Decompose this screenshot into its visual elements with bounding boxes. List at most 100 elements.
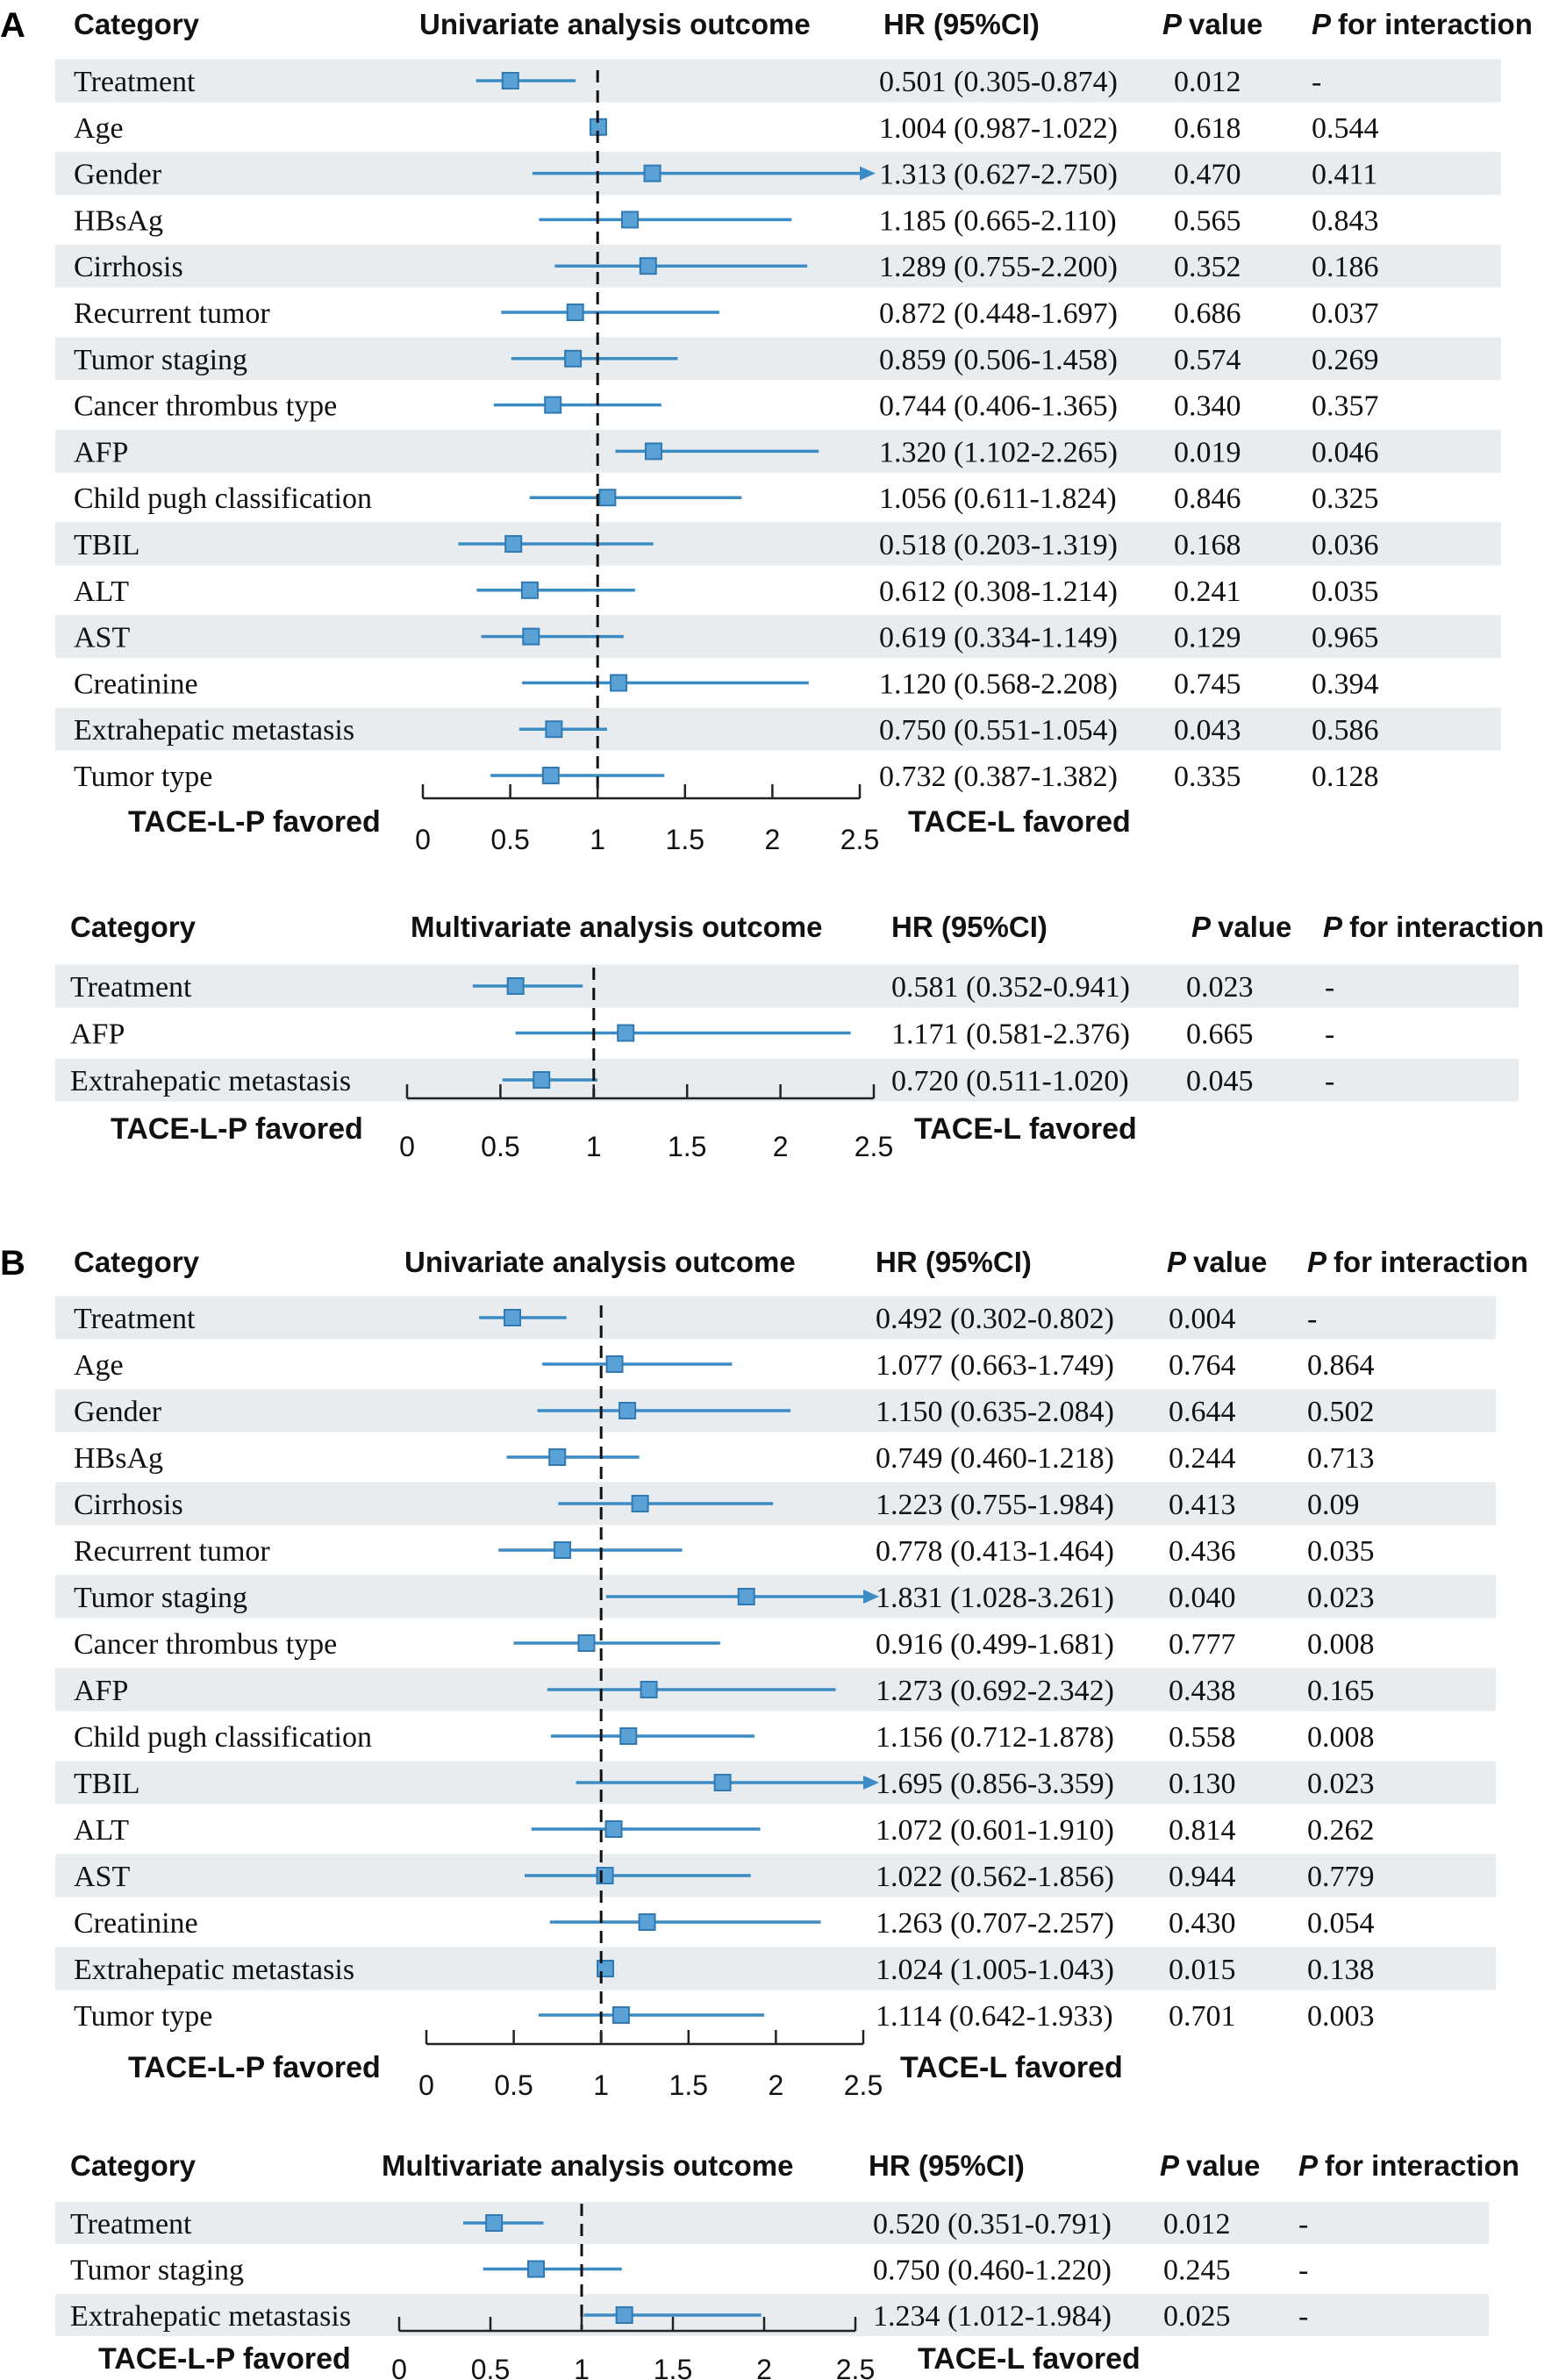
row-hr-ci: 1.234 (1.012-1.984): [873, 2300, 1112, 2333]
row-p-value: 0.245: [1163, 2255, 1231, 2287]
x-tick-label: 1.5: [654, 2354, 692, 2380]
header-category: Category: [70, 2149, 197, 2182]
table-row: Recurrent tumor 0.872 (0.448-1.697) 0.686 0…: [74, 297, 1379, 330]
row-p-value: 0.665: [1186, 1018, 1254, 1051]
hr-marker: [504, 535, 523, 553]
x-tick-label: 1.5: [666, 824, 704, 855]
table-row: Recurrent tumor 0.778 (0.413-1.464) 0.436 0…: [74, 1535, 1375, 1568]
table-row: ALT 1.072 (0.601-1.910) 0.814 0.262: [74, 1814, 1375, 1847]
table-row: Age 1.004 (0.987-1.022) 0.618 0.544: [74, 112, 1379, 145]
hr-marker: [596, 1867, 614, 1884]
hr-marker: [541, 767, 560, 784]
row-p-value: 0.019: [1174, 436, 1241, 468]
x-tick-label: 2.5: [840, 824, 879, 855]
row-p-interaction: -: [1325, 971, 1334, 1004]
row-hr-ci: 0.520 (0.351-0.791): [873, 2208, 1112, 2241]
row-stripe: [55, 1947, 1496, 1990]
row-p-interaction: 0.138: [1307, 1954, 1375, 1986]
row-hr-ci: 1.004 (0.987-1.022): [879, 112, 1118, 145]
row-hr-ci: 0.778 (0.413-1.464): [876, 1535, 1114, 1568]
p-value-word: value: [1218, 911, 1291, 943]
table-row: ALT 0.612 (0.308-1.214) 0.241 0.035: [74, 575, 1379, 608]
row-p-value: 0.686: [1174, 297, 1241, 330]
p-letter: P: [1307, 1246, 1327, 1278]
row-p-value: 0.043: [1174, 714, 1241, 747]
hr-marker: [504, 1309, 522, 1326]
hr-marker: [611, 2006, 630, 2024]
row-p-value: 0.944: [1169, 1861, 1236, 1893]
table-row: Tumor type 1.114 (0.642-1.933) 0.701 0.003: [74, 2000, 1375, 2033]
row-p-interaction: 0.779: [1307, 1861, 1375, 1893]
x-tick-label: 1: [586, 1131, 602, 1162]
x-axis: 0 0.5 1 1.5 2 2.5: [418, 2030, 883, 2101]
row-category: Creatinine: [74, 1907, 198, 1940]
x-tick-label: 2.5: [844, 2069, 883, 2101]
header-hr: HR (95%CI): [891, 911, 1048, 943]
header-category: Category: [70, 911, 197, 943]
row-hr-ci: 0.518 (0.203-1.319): [879, 529, 1118, 561]
row-category: Recurrent tumor: [74, 297, 270, 330]
row-hr-ci: 1.831 (1.028-3.261): [876, 1582, 1114, 1614]
hr-marker: [644, 442, 662, 461]
table-row: Tumor staging 0.750 (0.460-1.220) 0.245 -: [70, 2255, 1308, 2287]
row-hr-ci: 1.695 (0.856-3.359): [876, 1768, 1114, 1800]
hr-marker: [544, 396, 562, 414]
favored-left-label: TACE-L-P favored: [111, 1112, 363, 1146]
row-stripe: [55, 1058, 1519, 1102]
row-p-interaction: 0.036: [1312, 529, 1379, 561]
row-stripe: [55, 337, 1501, 381]
row-hr-ci: 0.744 (0.406-1.365): [879, 390, 1118, 423]
row-category: Tumor staging: [74, 344, 247, 376]
x-tick-label: 1: [590, 824, 605, 855]
favored-right-label: TACE-L favored: [908, 805, 1131, 839]
x-tick-label: 0.5: [481, 1131, 519, 1162]
header-analysis: Multivariate analysis outcome: [382, 2149, 794, 2182]
row-p-value: 0.241: [1174, 575, 1241, 608]
favored-right-label: TACE-L favored: [900, 2051, 1123, 2084]
header-hr: HR (95%CI): [876, 1246, 1032, 1278]
x-tick-label: 0: [415, 824, 431, 855]
row-hr-ci: 1.022 (0.562-1.856): [876, 1861, 1114, 1893]
p-letter: P: [1167, 1246, 1187, 1278]
table-row: TBIL 0.518 (0.203-1.319) 0.168 0.036: [55, 522, 1501, 566]
row-p-value: 0.168: [1174, 529, 1241, 561]
table-row: Gender 1.150 (0.635-2.084) 0.644 0.502: [55, 1389, 1496, 1433]
hr-marker: [610, 674, 628, 692]
hr-marker: [615, 2306, 633, 2324]
hr-marker: [533, 1071, 551, 1089]
row-category: Cirrhosis: [74, 1489, 183, 1521]
ci-arrow: [863, 1590, 879, 1604]
row-category: Child pugh classification: [74, 1721, 372, 1754]
header-analysis: Univariate analysis outcome: [404, 1246, 796, 1278]
table-row: Extrahepatic metastasis 1.024 (1.005-1.04…: [55, 1947, 1496, 1990]
table-row: Extrahepatic metastasis 0.750 (0.551-1.05…: [55, 707, 1501, 751]
p-interaction-words: for interaction: [1338, 8, 1533, 40]
x-tick-label: 0: [399, 1131, 415, 1162]
row-p-interaction: -: [1298, 2208, 1308, 2241]
row-p-value: 0.470: [1174, 159, 1241, 191]
row-p-value: 0.558: [1169, 1721, 1236, 1754]
row-p-interaction: 0.269: [1312, 344, 1379, 376]
table-row: Cirrhosis 1.289 (0.755-2.200) 0.352 0.186: [55, 244, 1501, 288]
row-category: Extrahepatic metastasis: [70, 2300, 351, 2333]
table-row: Extrahepatic metastasis 0.720 (0.511-1.02…: [55, 1058, 1519, 1102]
row-stripe: [55, 522, 1501, 566]
row-category: AST: [74, 622, 130, 654]
row-category: Treatment: [74, 66, 196, 98]
row-p-interaction: 0.186: [1312, 251, 1379, 283]
row-p-interaction: 0.502: [1307, 1396, 1375, 1428]
x-tick-label: 0.5: [494, 2069, 533, 2101]
row-hr-ci: 0.859 (0.506-1.458): [879, 344, 1118, 376]
row-category: HBsAg: [74, 204, 163, 237]
hr-marker: [617, 1024, 635, 1042]
hr-marker: [638, 1913, 656, 1931]
p-letter: P: [1162, 8, 1183, 40]
table-row: Cancer thrombus type 0.916 (0.499-1.681) 0…: [74, 1628, 1375, 1661]
row-stripe: [55, 964, 1519, 1008]
row-stripe: [55, 2294, 1489, 2336]
row-p-value: 0.244: [1169, 1442, 1236, 1475]
